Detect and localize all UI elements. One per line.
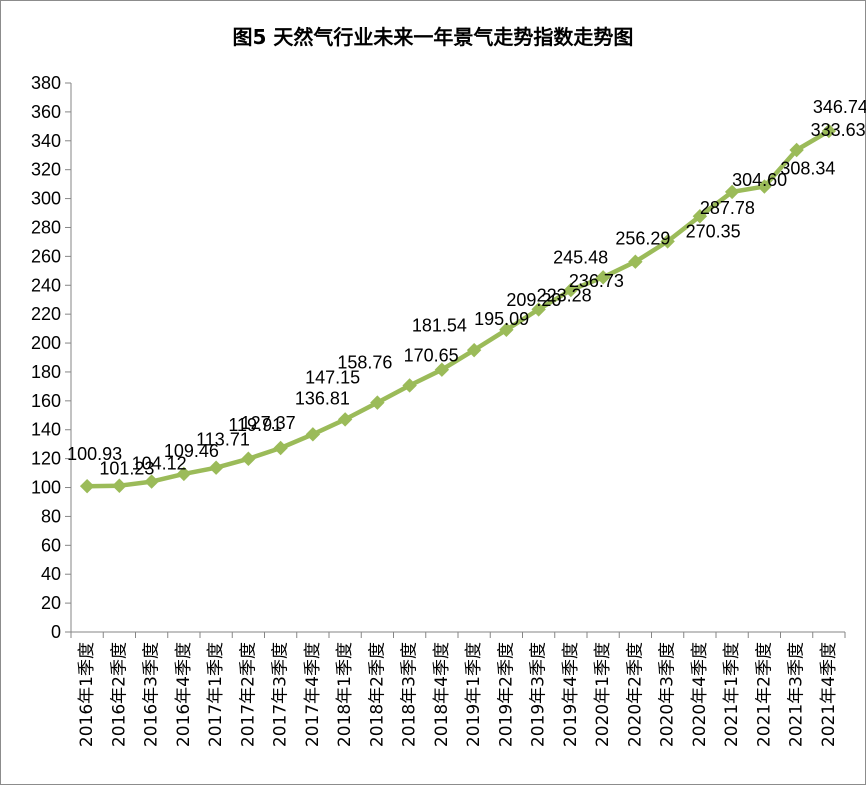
data-point-marker [789, 142, 804, 158]
x-tick-label: 2018年2季度 [367, 642, 387, 747]
data-label: 287.78 [700, 198, 755, 218]
x-tick-label: 2021年4季度 [819, 642, 839, 747]
x-tick-label: 2018年1季度 [335, 642, 355, 747]
axes: 0 20 40 60 80 100 120 140 160 180 200 220 240 260 280 3… [31, 73, 846, 747]
y-tick-label: 340 [31, 131, 61, 151]
data-point-marker [499, 322, 514, 337]
x-tick-label: 2017年1季度 [206, 642, 226, 747]
x-tick-label: 2016年2季度 [109, 642, 129, 747]
data-point-marker [112, 478, 127, 493]
x-tick-label: 2019年4季度 [561, 642, 581, 747]
data-label: 308.34 [780, 159, 835, 179]
data-point-marker [305, 427, 321, 442]
x-tick-label: 2019年3季度 [529, 642, 549, 747]
data-label: 181.54 [412, 316, 467, 336]
data-label: 195.09 [474, 309, 529, 329]
x-tick-label: 2017年3季度 [271, 642, 291, 747]
data-label: 256.29 [615, 229, 670, 249]
y-tick-label: 120 [31, 449, 61, 469]
data-point-marker [466, 342, 482, 358]
y-tick-label: 40 [41, 564, 61, 584]
x-tick-label: 2018年4季度 [432, 642, 452, 747]
x-tick-label: 2016年4季度 [174, 642, 194, 747]
data-point-marker [402, 378, 417, 393]
data-point-marker [273, 440, 288, 456]
y-tick-label: 260 [31, 246, 61, 266]
data-label: 100.93 [67, 444, 122, 464]
x-tick-label: 2016年1季度 [77, 642, 97, 747]
chart-title: 图5 天然气行业未来一年景气走势指数走势图 [233, 25, 634, 49]
data-label: 170.65 [404, 345, 459, 365]
data-label: 147.15 [305, 367, 360, 387]
y-tick-label: 280 [31, 217, 61, 237]
y-tick-label: 80 [41, 506, 61, 526]
data-point-marker [241, 451, 256, 466]
x-tick-label: 2020年4季度 [690, 642, 710, 747]
data-point-marker [660, 234, 675, 249]
data-point-marker [337, 412, 353, 427]
y-tick-label: 140 [31, 420, 61, 440]
data-point-marker [692, 209, 708, 224]
data-point-marker [434, 362, 450, 377]
data-label: 136.81 [295, 388, 350, 408]
y-tick-label: 300 [31, 189, 61, 209]
x-tick-label: 2016年3季度 [142, 642, 162, 747]
data-label: 127.37 [241, 413, 296, 433]
y-tick-label: 240 [31, 275, 61, 295]
data-label: 236.73 [569, 271, 624, 291]
y-tick-label: 100 [31, 478, 61, 498]
y-tick-label: 220 [31, 304, 61, 324]
data-label: 346.74 [813, 97, 866, 117]
x-tick-label: 2020年2季度 [625, 642, 645, 747]
y-tick-label: 380 [31, 73, 61, 93]
x-tick-label: 2017年4季度 [303, 642, 323, 747]
x-tick-label: 2017年2季度 [238, 642, 258, 747]
y-tick-label: 360 [31, 102, 61, 122]
data-label: 333.63 [811, 120, 866, 140]
x-tick-label: 2020年1季度 [593, 642, 613, 747]
data-point-marker [724, 184, 740, 200]
data-point-marker [595, 270, 611, 285]
data-label: 209.20 [506, 290, 561, 310]
x-tick-label: 2020年3季度 [658, 642, 678, 747]
data-label: 270.35 [686, 221, 741, 241]
data-point-marker [757, 179, 772, 194]
data-point-marker [563, 282, 579, 298]
y-tick-label: 200 [31, 333, 61, 353]
x-tick-label: 2019年2季度 [496, 642, 516, 747]
x-tick-label: 2019年1季度 [464, 642, 484, 747]
data-point-marker [370, 395, 385, 410]
data-label: 101.23 [99, 459, 154, 479]
y-tick-label: 60 [41, 535, 61, 555]
y-tick-label: 320 [31, 160, 61, 180]
data-label: 104.12 [132, 454, 187, 474]
data-label: 245.48 [553, 247, 608, 267]
y-tick-label: 160 [31, 391, 61, 411]
y-tick-label: 0 [51, 622, 61, 642]
data-point-marker [821, 123, 837, 139]
data-point-marker [79, 478, 95, 494]
x-tick-label: 2021年2季度 [754, 642, 774, 747]
data-point-marker [531, 302, 546, 317]
data-label: 223.28 [537, 285, 592, 305]
data-point-marker [208, 460, 224, 475]
data-label: 113.71 [196, 430, 250, 450]
data-label: 109.46 [164, 441, 219, 461]
data-label: 119.91 [228, 415, 282, 435]
data-label: 158.76 [337, 353, 392, 373]
x-tick-label: 2021年3季度 [787, 642, 807, 747]
y-tick-label: 20 [41, 593, 61, 613]
data-point-marker [628, 254, 643, 269]
data-label: 304.60 [732, 170, 787, 190]
series-layer [79, 123, 837, 494]
data-point-marker [144, 474, 159, 489]
x-tick-label: 2021年1季度 [722, 642, 742, 747]
x-tick-label: 2018年3季度 [400, 642, 420, 747]
data-point-marker [176, 466, 192, 482]
data-labels: 100.93101.23104.12109.46113.71119.91127.… [67, 97, 866, 479]
y-tick-label: 180 [31, 362, 61, 382]
